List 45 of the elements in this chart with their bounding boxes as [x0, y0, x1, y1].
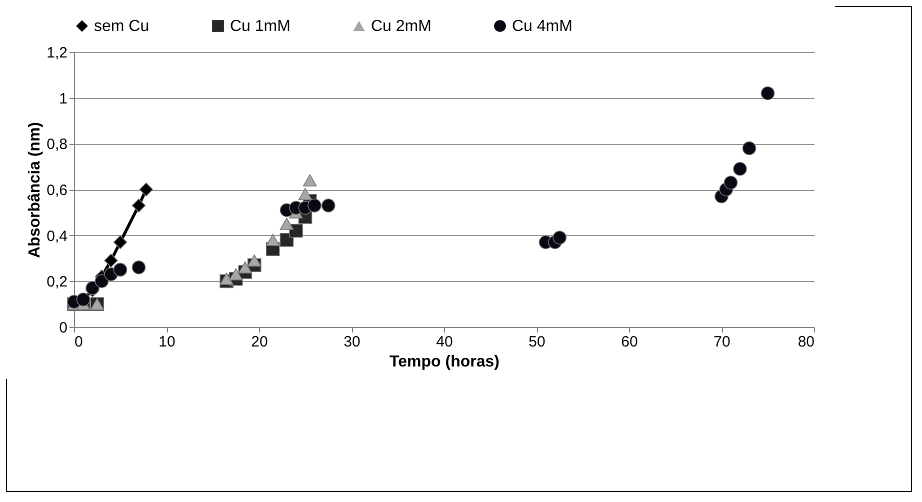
point: [760, 86, 775, 100]
x-tick-label: 30: [344, 334, 360, 350]
legend-label: Cu 1mM: [230, 18, 290, 35]
point: [228, 268, 243, 280]
x-axis-title: Tempo (horas): [390, 354, 500, 370]
point: [266, 234, 280, 246]
point: [302, 174, 317, 186]
y-tick-label: 0,4: [46, 228, 68, 245]
point: [321, 198, 336, 212]
point: [104, 254, 118, 268]
point: [552, 230, 567, 245]
x-tick-label: 80: [798, 334, 814, 350]
point: [132, 198, 146, 212]
legend-label: Cu 4mM: [512, 18, 572, 35]
x-tick-label: 10: [158, 334, 176, 350]
x-tick-label: 40: [436, 334, 453, 350]
point: [113, 262, 128, 277]
y-tick-label: 1: [59, 90, 68, 108]
y-tick-label: 0: [59, 320, 68, 336]
point: [308, 198, 322, 212]
y-tick-label: 0,2: [46, 274, 68, 291]
x-tick-label: 50: [528, 334, 546, 350]
x-tick-label: 0: [74, 334, 83, 350]
point: [733, 162, 747, 176]
point: [724, 176, 738, 190]
x-tick-label: 70: [714, 334, 730, 350]
y-axis-title: Absorbância (nm): [26, 122, 44, 258]
point: [220, 272, 234, 285]
point: [94, 274, 109, 288]
point: [298, 188, 312, 200]
point: [139, 182, 154, 196]
x-tick-label: 60: [621, 334, 638, 350]
y-tick-label: 0,6: [46, 182, 68, 199]
point: [247, 254, 262, 267]
x-tick-label: 20: [251, 334, 268, 350]
point: [238, 261, 252, 274]
point: [132, 260, 146, 274]
point: [280, 218, 294, 230]
point: [86, 281, 100, 295]
point: [113, 235, 128, 250]
legend-label: Cu 2mM: [371, 18, 432, 35]
y-tick-label: 1,2: [46, 44, 68, 62]
y-tick-label: 0,8: [46, 136, 68, 154]
point: [742, 141, 756, 156]
legend-label: sem Cu: [94, 18, 150, 35]
